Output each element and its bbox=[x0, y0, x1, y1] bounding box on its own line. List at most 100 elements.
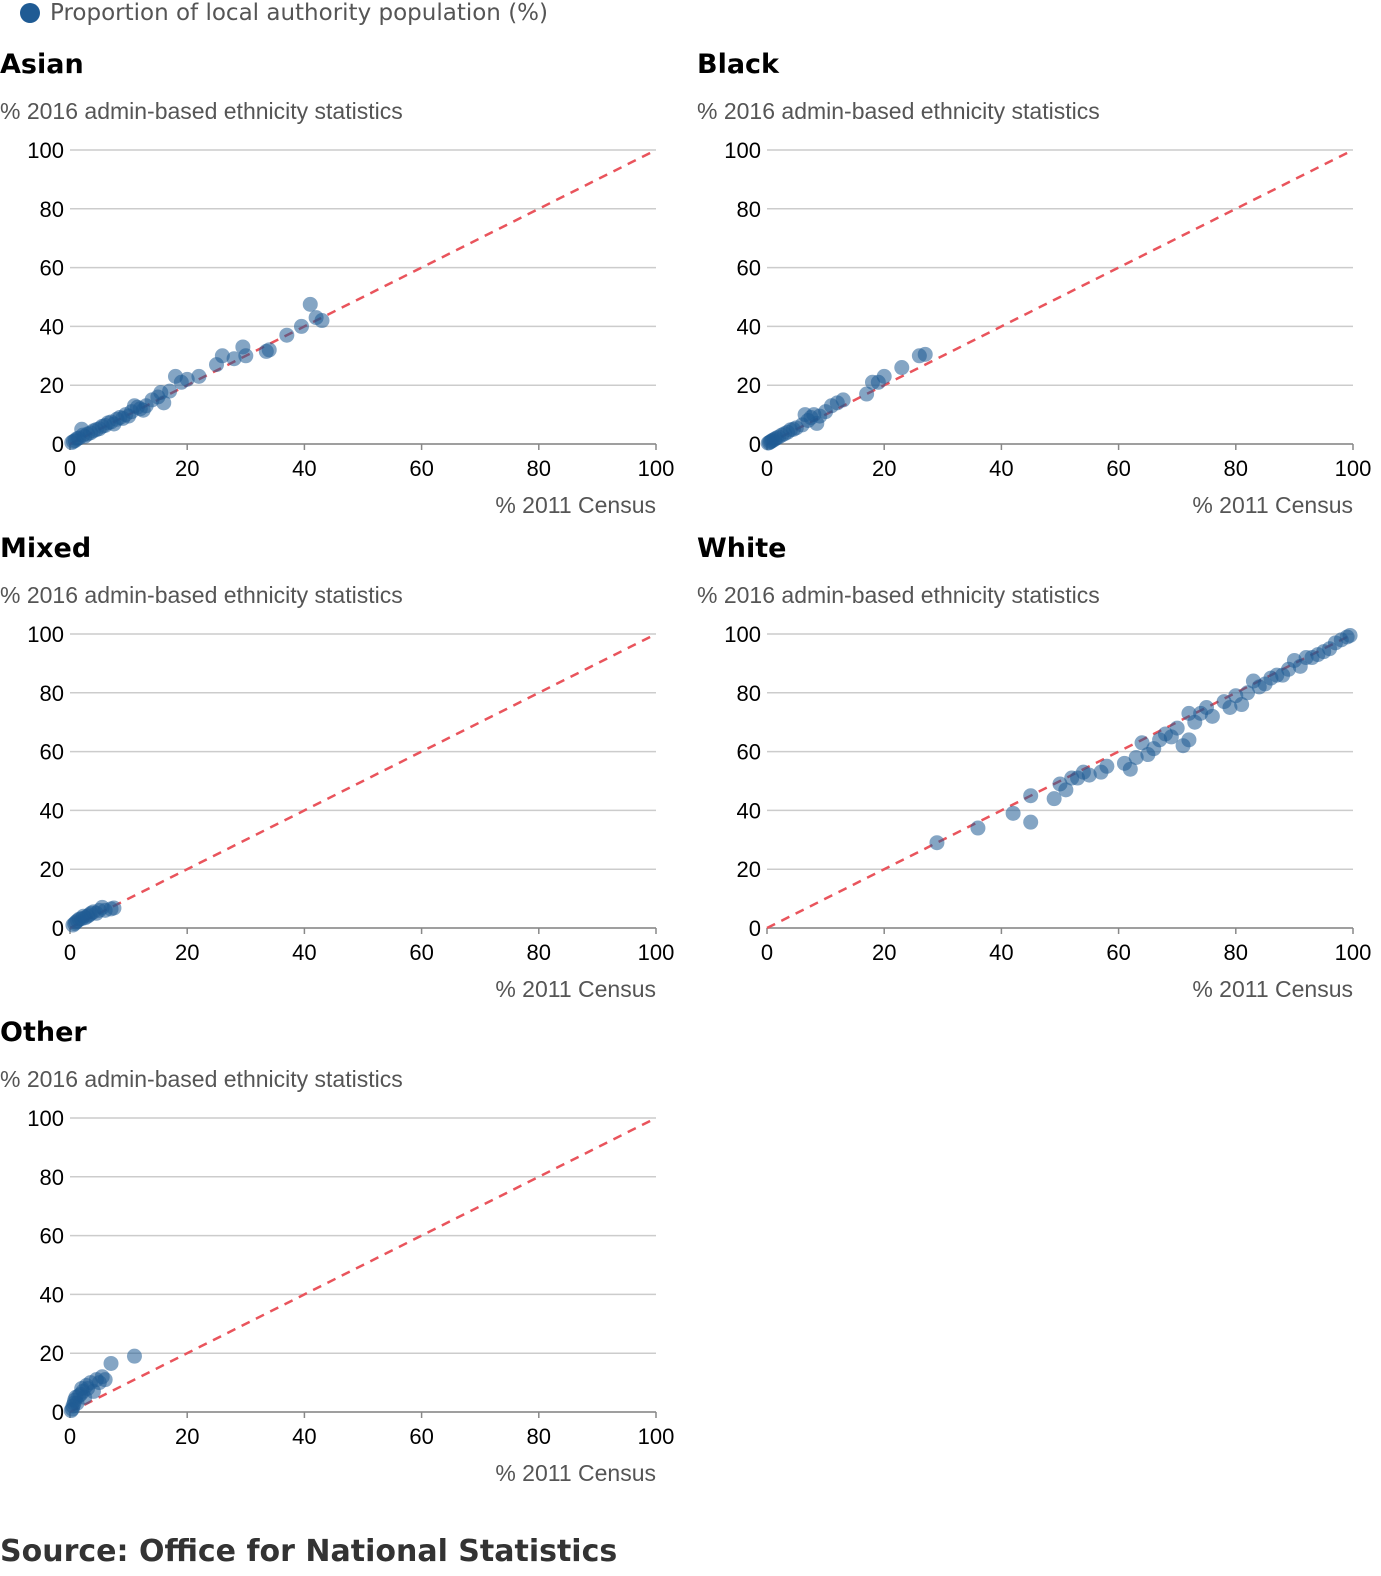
y-tick-label: 40 bbox=[40, 314, 64, 339]
x-tick-label: 40 bbox=[989, 940, 1013, 965]
chart-title: White bbox=[697, 533, 786, 564]
scatter-chart: Black % 2016 admin-based ethnicity statis… bbox=[697, 49, 1372, 518]
y-tick-label: 20 bbox=[40, 857, 64, 882]
data-point bbox=[1046, 791, 1062, 807]
chart-title: Asian bbox=[0, 49, 84, 80]
chart-title: Mixed bbox=[0, 533, 91, 564]
y-tick-label: 40 bbox=[737, 314, 761, 339]
y-tick-label: 100 bbox=[724, 622, 761, 647]
y-tick-label: 80 bbox=[737, 681, 761, 706]
y-axis-label: % 2016 admin-based ethnicity statistics bbox=[0, 582, 403, 608]
y-tick-label: 20 bbox=[40, 373, 64, 398]
data-point bbox=[162, 383, 178, 399]
x-tick-label: 20 bbox=[872, 456, 896, 481]
y-tick-label: 80 bbox=[40, 1165, 64, 1190]
data-point bbox=[1128, 749, 1144, 765]
data-point bbox=[1081, 767, 1097, 783]
y-tick-label: 80 bbox=[40, 197, 64, 222]
x-tick-label: 0 bbox=[64, 1424, 76, 1449]
data-point bbox=[126, 1348, 142, 1364]
x-tick-label: 60 bbox=[409, 940, 433, 965]
chart-title: Other bbox=[0, 1017, 87, 1048]
y-tick-label: 60 bbox=[40, 740, 64, 765]
data-point bbox=[106, 900, 122, 916]
panel-other: Other % 2016 admin-based ethnicity statis… bbox=[0, 1013, 690, 1493]
panel-white: White % 2016 admin-based ethnicity statis… bbox=[697, 529, 1381, 1009]
y-tick-label: 20 bbox=[737, 857, 761, 882]
data-point bbox=[1023, 788, 1039, 804]
data-point bbox=[1099, 758, 1115, 774]
y-tick-label: 0 bbox=[749, 916, 761, 941]
x-axis-label: % 2011 Census bbox=[495, 1460, 656, 1486]
x-tick-label: 40 bbox=[292, 940, 316, 965]
data-point bbox=[1222, 700, 1238, 715]
y-tick-label: 80 bbox=[40, 681, 64, 706]
data-point bbox=[1181, 732, 1197, 748]
data-point bbox=[103, 1355, 119, 1371]
x-tick-label: 100 bbox=[1335, 940, 1372, 965]
data-point bbox=[191, 368, 207, 384]
data-point bbox=[156, 395, 172, 411]
data-point bbox=[917, 346, 933, 362]
x-tick-label: 80 bbox=[527, 456, 551, 481]
x-tick-label: 100 bbox=[638, 1424, 675, 1449]
y-tick-label: 0 bbox=[52, 916, 64, 941]
data-point bbox=[1023, 814, 1039, 830]
x-tick-label: 60 bbox=[1106, 940, 1130, 965]
panel-black: Black % 2016 admin-based ethnicity statis… bbox=[697, 45, 1381, 525]
y-axis-label: % 2016 admin-based ethnicity statistics bbox=[0, 98, 403, 124]
data-point bbox=[1169, 720, 1185, 736]
data-point bbox=[1134, 735, 1150, 751]
x-axis-label: % 2011 Census bbox=[1192, 492, 1353, 518]
legend-dot-icon bbox=[20, 3, 40, 23]
data-point bbox=[97, 1372, 113, 1388]
data-point bbox=[179, 371, 195, 387]
x-axis-label: % 2011 Census bbox=[1192, 976, 1353, 1002]
chart-title: Black bbox=[697, 49, 780, 80]
data-point bbox=[214, 348, 230, 364]
y-axis-label: % 2016 admin-based ethnicity statistics bbox=[697, 98, 1100, 124]
y-tick-label: 100 bbox=[27, 138, 64, 163]
x-tick-label: 20 bbox=[175, 1424, 199, 1449]
y-tick-label: 100 bbox=[27, 1106, 64, 1131]
x-tick-label: 40 bbox=[292, 456, 316, 481]
data-point bbox=[859, 386, 875, 402]
x-tick-label: 60 bbox=[1106, 456, 1130, 481]
x-tick-label: 100 bbox=[638, 456, 675, 481]
reference-line bbox=[69, 1116, 657, 1414]
y-tick-label: 20 bbox=[40, 1341, 64, 1366]
scatter-chart: White % 2016 admin-based ethnicity statis… bbox=[697, 533, 1372, 1002]
x-tick-label: 80 bbox=[1224, 940, 1248, 965]
y-axis-label: % 2016 admin-based ethnicity statistics bbox=[697, 582, 1100, 608]
y-tick-label: 100 bbox=[724, 138, 761, 163]
scatter-chart: Mixed % 2016 admin-based ethnicity statis… bbox=[0, 533, 675, 1002]
reference-line bbox=[69, 148, 657, 446]
x-tick-label: 80 bbox=[1224, 456, 1248, 481]
x-tick-label: 100 bbox=[1335, 456, 1372, 481]
data-point bbox=[1234, 697, 1250, 713]
y-tick-label: 80 bbox=[737, 197, 761, 222]
y-tick-label: 60 bbox=[40, 1224, 64, 1249]
x-tick-label: 100 bbox=[638, 940, 675, 965]
data-point bbox=[293, 318, 309, 334]
data-point bbox=[261, 342, 277, 358]
panel-mixed: Mixed % 2016 admin-based ethnicity statis… bbox=[0, 529, 690, 1009]
data-point bbox=[314, 313, 330, 329]
y-tick-label: 40 bbox=[40, 1282, 64, 1307]
data-point bbox=[1005, 805, 1021, 821]
y-tick-label: 60 bbox=[737, 740, 761, 765]
y-tick-label: 0 bbox=[52, 1400, 64, 1425]
x-tick-label: 40 bbox=[292, 1424, 316, 1449]
x-tick-label: 20 bbox=[872, 940, 896, 965]
data-point bbox=[1122, 761, 1138, 777]
y-tick-label: 0 bbox=[52, 432, 64, 457]
data-point bbox=[929, 835, 945, 851]
data-point bbox=[876, 368, 892, 384]
x-tick-label: 60 bbox=[409, 456, 433, 481]
data-point bbox=[1342, 627, 1358, 643]
data-point bbox=[1204, 708, 1220, 724]
source-note: Source: Office for National Statistics bbox=[0, 1534, 618, 1569]
data-point bbox=[1058, 782, 1074, 798]
reference-line bbox=[766, 148, 1354, 446]
y-tick-label: 60 bbox=[737, 256, 761, 281]
